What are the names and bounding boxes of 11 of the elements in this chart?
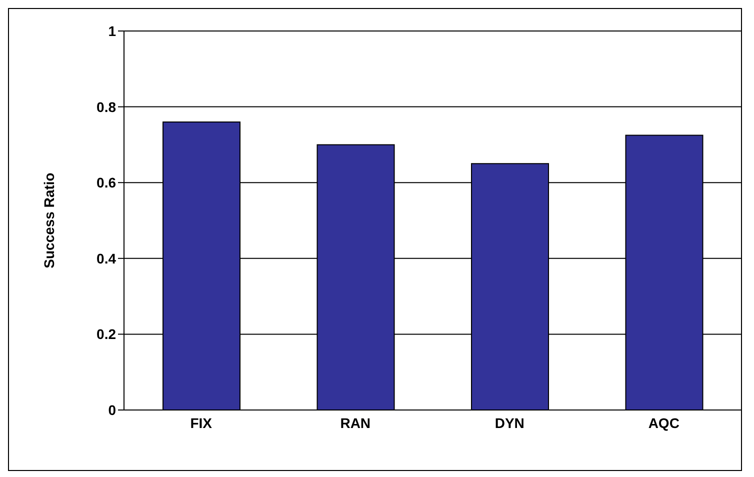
x-tick-label: DYN	[494, 414, 524, 431]
y-tick-label: 0.8	[96, 98, 116, 115]
y-tick-label: 1	[108, 22, 116, 39]
y-tick-label: 0	[108, 402, 116, 418]
y-tick-label: 0.4	[96, 250, 116, 266]
x-tick-label: RAN	[340, 414, 371, 431]
x-tick-label: FIX	[190, 414, 213, 431]
y-tick-label: 0.2	[96, 326, 116, 342]
y-tick-label: 0.6	[96, 174, 116, 191]
x-tick-label: AQC	[648, 414, 680, 431]
y-axis-title: Success Ratio	[40, 172, 57, 268]
